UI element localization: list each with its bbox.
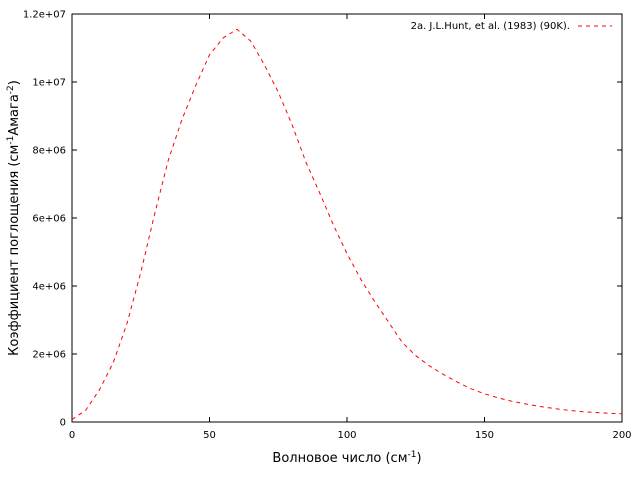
series-line [71, 28, 623, 421]
x-tick-label: 0 [69, 430, 75, 441]
axis-ticks [71, 13, 623, 423]
y-tick-label: 1.2e+07 [23, 10, 66, 21]
x-tick-label: 100 [337, 430, 356, 441]
y-tick-label: 6e+06 [32, 214, 66, 225]
x-tick-label: 200 [612, 430, 631, 441]
y-tick-label: 8e+06 [32, 146, 66, 157]
plot-frame [71, 13, 623, 423]
y-tick-label: 2e+06 [32, 350, 66, 361]
y-tick-labels: 0 2e+06 4e+06 6e+06 8e+06 1e+07 1.2e+07 [23, 10, 66, 429]
x-tick-label: 150 [475, 430, 494, 441]
legend: 2a. J.L.Hunt, et al. (1983) (90K). [411, 21, 612, 32]
x-axis-title: Волновое число (см-1) [272, 450, 421, 466]
y-tick-label: 1e+07 [32, 78, 66, 89]
y-tick-label: 4e+06 [32, 282, 66, 293]
y-tick-label: 0 [60, 418, 66, 429]
y-axis-title: Коэффициент поглощения (см-1Амага-2) [6, 80, 22, 356]
series-group [71, 28, 623, 421]
legend-label: 2a. J.L.Hunt, et al. (1983) (90K). [411, 21, 570, 32]
x-tick-label: 50 [203, 430, 216, 441]
x-tick-labels: 0 50 100 150 200 [69, 430, 632, 441]
